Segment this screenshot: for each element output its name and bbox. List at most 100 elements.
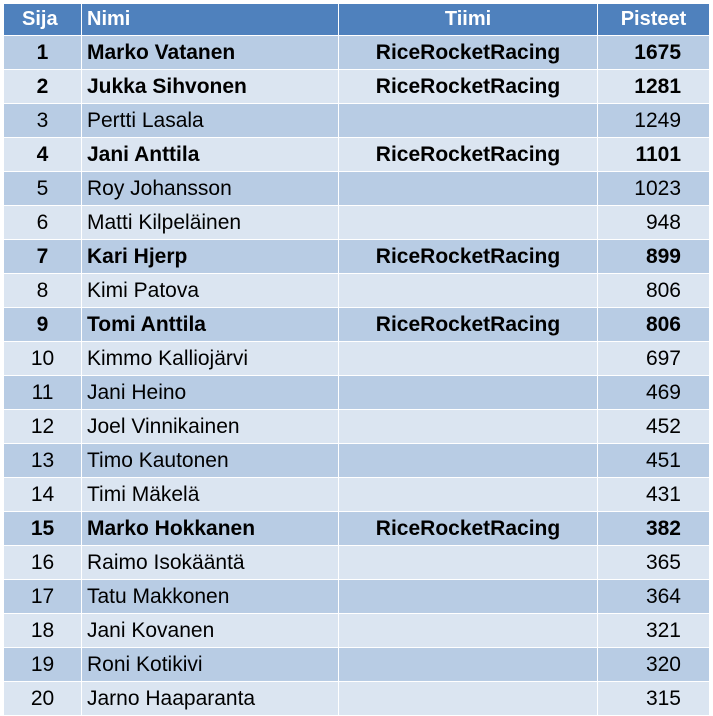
points-cell: 320	[597, 647, 710, 682]
rank-cell: 18	[3, 613, 82, 648]
team-cell	[338, 375, 598, 410]
points-cell: 1675	[597, 35, 710, 70]
team-cell	[338, 341, 598, 376]
table-row: 6 Matti Kilpeläinen 948	[3, 205, 710, 240]
team-cell	[338, 681, 598, 716]
table-row: 13 Timo Kautonen 451	[3, 443, 710, 478]
header-team: Tiimi	[338, 4, 598, 36]
points-cell: 1023	[597, 171, 710, 206]
points-cell: 1101	[597, 137, 710, 172]
points-cell: 321	[597, 613, 710, 648]
header-row: Sija Nimi Tiimi Pisteet	[3, 4, 710, 36]
name-cell: Kimi Patova	[81, 273, 339, 308]
name-cell: Pertti Lasala	[81, 103, 339, 138]
team-cell	[338, 579, 598, 614]
table-body: 1 Marko Vatanen RiceRocketRacing 1675 2 Jukka…	[3, 35, 710, 716]
team-cell	[338, 205, 598, 240]
points-cell: 806	[597, 273, 710, 308]
team-cell	[338, 613, 598, 648]
team-cell	[338, 103, 598, 138]
table-row: 11 Jani Heino 469	[3, 375, 710, 410]
rank-cell: 6	[3, 205, 82, 240]
table-row: 16 Raimo Isokääntä 365	[3, 545, 710, 580]
rank-cell: 7	[3, 239, 82, 274]
points-cell: 431	[597, 477, 710, 512]
points-cell: 364	[597, 579, 710, 614]
team-cell: RiceRocketRacing	[338, 239, 598, 274]
rank-cell: 5	[3, 171, 82, 206]
team-cell: RiceRocketRacing	[338, 35, 598, 70]
points-cell: 948	[597, 205, 710, 240]
table-row: 1 Marko Vatanen RiceRocketRacing 1675	[3, 35, 710, 70]
name-cell: Roni Kotikivi	[81, 647, 339, 682]
header-rank: Sija	[3, 4, 82, 36]
rank-cell: 12	[3, 409, 82, 444]
points-cell: 899	[597, 239, 710, 274]
name-cell: Tatu Makkonen	[81, 579, 339, 614]
rank-cell: 13	[3, 443, 82, 478]
team-cell: RiceRocketRacing	[338, 137, 598, 172]
header-name: Nimi	[81, 4, 339, 36]
team-cell	[338, 409, 598, 444]
table-row: 8 Kimi Patova 806	[3, 273, 710, 308]
table-header: Sija Nimi Tiimi Pisteet	[3, 4, 710, 36]
name-cell: Raimo Isokääntä	[81, 545, 339, 580]
team-cell: RiceRocketRacing	[338, 307, 598, 342]
name-cell: Tomi Anttila	[81, 307, 339, 342]
points-cell: 315	[597, 681, 710, 716]
rank-cell: 19	[3, 647, 82, 682]
table-row: 20 Jarno Haaparanta 315	[3, 681, 710, 716]
table-row: 7 Kari Hjerp RiceRocketRacing 899	[3, 239, 710, 274]
table-row: 12 Joel Vinnikainen 452	[3, 409, 710, 444]
rank-cell: 15	[3, 511, 82, 546]
name-cell: Roy Johansson	[81, 171, 339, 206]
rank-cell: 16	[3, 545, 82, 580]
team-cell	[338, 443, 598, 478]
table-row: 19 Roni Kotikivi 320	[3, 647, 710, 682]
name-cell: Joel Vinnikainen	[81, 409, 339, 444]
team-cell	[338, 545, 598, 580]
name-cell: Jarno Haaparanta	[81, 681, 339, 716]
table-row: 15 Marko Hokkanen RiceRocketRacing 382	[3, 511, 710, 546]
name-cell: Jukka Sihvonen	[81, 69, 339, 104]
rank-cell: 8	[3, 273, 82, 308]
points-cell: 382	[597, 511, 710, 546]
table-row: 9 Tomi Anttila RiceRocketRacing 806	[3, 307, 710, 342]
table-row: 17 Tatu Makkonen 364	[3, 579, 710, 614]
rank-cell: 20	[3, 681, 82, 716]
name-cell: Jani Anttila	[81, 137, 339, 172]
rank-cell: 11	[3, 375, 82, 410]
team-cell	[338, 647, 598, 682]
points-cell: 1281	[597, 69, 710, 104]
table-row: 2 Jukka Sihvonen RiceRocketRacing 1281	[3, 69, 710, 104]
team-cell	[338, 273, 598, 308]
team-cell: RiceRocketRacing	[338, 69, 598, 104]
table-row: 5 Roy Johansson 1023	[3, 171, 710, 206]
team-cell	[338, 477, 598, 512]
team-cell	[338, 171, 598, 206]
team-cell: RiceRocketRacing	[338, 511, 598, 546]
name-cell: Timi Mäkelä	[81, 477, 339, 512]
name-cell: Kimmo Kalliojärvi	[81, 341, 339, 376]
rank-cell: 1	[3, 35, 82, 70]
table-row: 18 Jani Kovanen 321	[3, 613, 710, 648]
points-cell: 1249	[597, 103, 710, 138]
name-cell: Timo Kautonen	[81, 443, 339, 478]
name-cell: Marko Hokkanen	[81, 511, 339, 546]
rank-cell: 9	[3, 307, 82, 342]
rank-cell: 14	[3, 477, 82, 512]
name-cell: Kari Hjerp	[81, 239, 339, 274]
header-points: Pisteet	[597, 4, 710, 36]
table-row: 10 Kimmo Kalliojärvi 697	[3, 341, 710, 376]
rank-cell: 3	[3, 103, 82, 138]
points-cell: 469	[597, 375, 710, 410]
name-cell: Jani Kovanen	[81, 613, 339, 648]
table-row: 3 Pertti Lasala 1249	[3, 103, 710, 138]
points-cell: 451	[597, 443, 710, 478]
points-cell: 365	[597, 545, 710, 580]
rank-cell: 2	[3, 69, 82, 104]
points-cell: 452	[597, 409, 710, 444]
points-cell: 806	[597, 307, 710, 342]
rank-cell: 10	[3, 341, 82, 376]
